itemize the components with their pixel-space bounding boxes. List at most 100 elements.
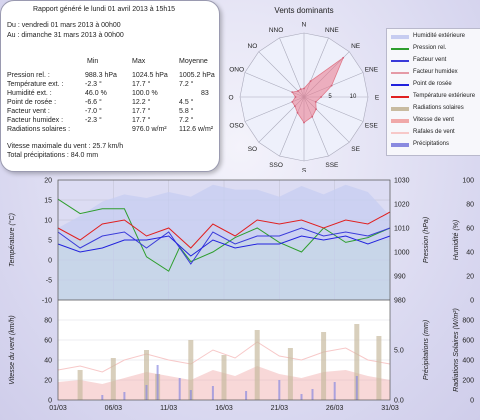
solar-bar [354, 324, 360, 400]
wind-rose-direction-label: SE [351, 146, 360, 153]
temperature-tick: 20 [44, 178, 52, 185]
wind-rose-point [294, 105, 296, 107]
legend-label: Radiations solaires [413, 105, 464, 111]
legend-swatch [391, 72, 409, 74]
temperature-tick: 0 [48, 258, 52, 265]
row-max: 17.7 ° [132, 108, 151, 115]
wind-rose-labels: N NNE NE ENE E ESE SE SSE S SSO SO OSO O ONO NO NNO 5 10 [228, 22, 379, 173]
wind-rose-direction-label: SSO [269, 162, 283, 169]
temperature-tick: 5 [48, 238, 52, 245]
humidity-tick: 60 [466, 226, 474, 233]
row-avg: 7.2 ° [179, 117, 194, 124]
wind-rose-direction-label: O [228, 95, 233, 102]
wind-rose-direction-label: NO [248, 43, 258, 50]
wind-rose-spoke [279, 37, 305, 98]
report-summary-box: Rapport généré le lundi 01 avril 2013 à … [0, 0, 220, 172]
row-min: 46.0 % [85, 90, 107, 97]
precip-bar [300, 394, 303, 400]
solar-tick: 800 [462, 318, 474, 325]
temperature-tick: 10 [44, 218, 52, 225]
temperature-tick: -5 [46, 278, 52, 285]
legend-swatch [391, 84, 409, 86]
wind-max-text: Vitesse maximale du vent : 25.7 km/h [7, 143, 124, 150]
row-max: 17.7 ° [132, 117, 151, 124]
series-line-3 [57, 235, 391, 257]
solar-bar [254, 330, 260, 400]
wind-rose-spoke [258, 51, 305, 98]
temperature-tick: 15 [44, 198, 52, 205]
solar-bar [110, 358, 116, 400]
wind-rose-data [291, 56, 345, 124]
row-label: Facteur vent : [7, 108, 50, 115]
legend-label: Température extérieure [413, 93, 476, 99]
legend-swatch [391, 119, 409, 123]
row-min: -6.6 ° [85, 99, 102, 106]
report-to: Au : dimanche 31 mars 2013 à 00h00 [7, 32, 124, 39]
legend-swatch [391, 60, 409, 62]
x-tick-label: 01/03 [49, 405, 67, 412]
humidity-tick: 40 [466, 250, 474, 257]
row-label: Point de rosée : [7, 99, 57, 106]
pressure-tick: 980 [394, 298, 406, 305]
x-tick-label: 11/03 [160, 405, 177, 412]
row-min: -2.3 ° [85, 81, 102, 88]
pressure-tick: 1030 [394, 178, 410, 185]
legend-swatch [391, 132, 409, 134]
report-title: Rapport généré le lundi 01 avril 2013 à … [33, 6, 176, 13]
chart-axes: 20 15 10 5 0 -5 -10 1030 1020 1010 1000 990 980 100 80… [8, 178, 474, 413]
solar-tick: 0 [470, 398, 474, 405]
precip-bar [355, 376, 358, 400]
wind-precip-solar-panel [57, 299, 391, 401]
legend-label: Facteur humidex [413, 69, 458, 75]
row-min: -7.0 ° [85, 108, 102, 115]
pressure-axis-title: Pression (hPa) [423, 217, 430, 263]
pressure-tick: 1010 [394, 226, 410, 233]
row-max: 976.0 w/m² [132, 126, 167, 133]
wind-rose-point [303, 121, 305, 124]
precip-total-text: Total précipitations : 84.0 mm [7, 152, 99, 159]
wind-rose-direction-label: NNE [325, 27, 339, 34]
pressure-tick: 990 [394, 274, 406, 281]
humidity-area [58, 184, 390, 300]
wind-rose-point [309, 80, 312, 83]
wind-speed-tick: 20 [44, 378, 52, 385]
row-label: Humidité ext. : [7, 90, 52, 97]
temperature-axis-title: Température (°C) [8, 213, 16, 267]
solar-bar [144, 350, 149, 400]
series-line-4 [57, 211, 391, 249]
temperature-tick: -10 [42, 298, 52, 305]
legend-item: Vitesse de vent [391, 116, 480, 126]
precip-bar [211, 386, 214, 400]
legend-label: Pression rel. [413, 45, 447, 51]
wind-rose-point [297, 90, 299, 92]
x-tick-label: 06/03 [105, 405, 123, 412]
legend-item: Facteur humidex [391, 68, 480, 78]
legend-label: Facteur vent [413, 57, 447, 63]
wind-rose-point [330, 84, 333, 87]
precip-bar [189, 390, 192, 400]
row-label: Température ext. : [7, 81, 64, 88]
solar-bar [188, 340, 194, 400]
row-min: -2.3 ° [85, 117, 102, 124]
humidity-tick: 0 [470, 298, 474, 305]
solar-bar [376, 336, 382, 400]
wind-rose-point [303, 87, 305, 90]
row-avg: 83 [201, 90, 209, 97]
x-tick-label: 16/03 [215, 405, 233, 412]
solar-bar [321, 332, 327, 400]
wind-rose-point [314, 101, 317, 103]
row-avg: 4.5 ° [179, 99, 194, 106]
precip-bar [311, 389, 314, 400]
x-tick-label: 21/03 [271, 405, 289, 412]
humidity-tick: 100 [462, 178, 474, 185]
legend-label: Précipitations [413, 141, 450, 147]
solar-tick: 600 [462, 338, 474, 345]
temperature-pressure-panel [57, 179, 391, 400]
legend-swatch [391, 48, 409, 50]
wind-rose-chart: Vents dominants N NNE NE ENE E ESE SE SSE S SSO SO… [228, 6, 379, 173]
legend-item: Point de rosée [391, 80, 480, 90]
legend-item: Radiations solaires [391, 104, 480, 114]
wind-rose-direction-label: ESE [365, 122, 379, 129]
legend-item: Rafales de vent [391, 128, 480, 138]
row-avg: 7.2 ° [179, 81, 194, 88]
